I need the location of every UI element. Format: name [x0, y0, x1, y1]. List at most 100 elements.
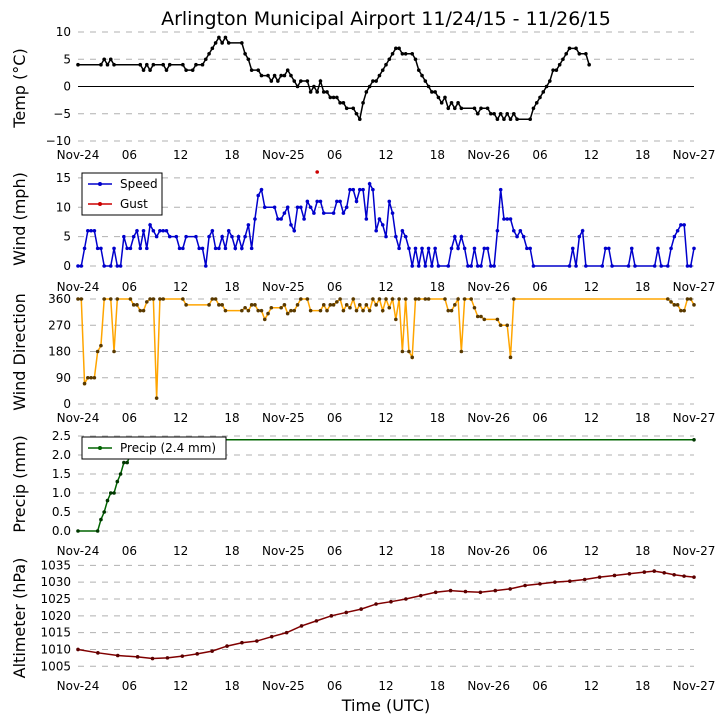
- data-point: [344, 205, 349, 210]
- data-point: [131, 234, 136, 239]
- data-point: [521, 234, 526, 239]
- data-point: [256, 68, 261, 72]
- x-tick-label: Nov-24: [57, 280, 100, 294]
- data-point: [430, 264, 434, 268]
- data-point: [574, 264, 578, 268]
- data-point: [390, 211, 395, 215]
- data-point: [145, 300, 149, 304]
- x-tick-label: 06: [327, 411, 342, 425]
- x-tick-label: 06: [327, 148, 342, 162]
- data-point: [181, 297, 185, 301]
- data-point: [364, 90, 369, 94]
- data-point: [115, 479, 120, 484]
- data-point: [493, 588, 498, 593]
- y-tick-label: 1035: [40, 558, 71, 572]
- x-tick-label: 12: [584, 679, 599, 693]
- data-point: [692, 575, 696, 579]
- data-point: [99, 517, 103, 522]
- data-point: [612, 573, 617, 578]
- x-tick-label: 12: [173, 679, 188, 693]
- data-point: [76, 264, 80, 268]
- data-point: [459, 234, 464, 239]
- series-line-speed: [78, 181, 695, 267]
- data-point: [285, 205, 290, 210]
- data-point: [181, 62, 185, 67]
- data-point: [397, 246, 401, 251]
- data-point: [462, 246, 467, 251]
- y-tick-label: 0: [63, 259, 71, 273]
- data-point: [230, 234, 234, 239]
- data-point: [531, 264, 536, 268]
- data-point: [210, 649, 214, 653]
- x-tick-label: 06: [532, 280, 547, 294]
- data-point: [249, 303, 254, 307]
- x-tick-label: 18: [635, 148, 650, 162]
- data-point: [338, 199, 342, 204]
- data-point: [112, 246, 116, 251]
- data-point: [361, 101, 365, 105]
- chart-title: Arlington Municipal Airport 11/24/15 - 1…: [161, 8, 611, 30]
- data-point: [652, 569, 657, 573]
- data-point: [282, 73, 287, 78]
- data-point: [403, 234, 408, 239]
- data-point: [367, 84, 372, 89]
- data-point: [299, 297, 303, 301]
- data-point: [272, 205, 277, 210]
- data-point: [453, 234, 457, 239]
- data-point: [86, 375, 90, 380]
- data-point: [367, 308, 372, 313]
- data-point: [505, 111, 510, 116]
- data-point: [262, 205, 267, 210]
- data-point: [210, 228, 215, 233]
- data-point: [587, 62, 591, 67]
- data-point: [165, 656, 170, 660]
- data-point: [125, 460, 129, 465]
- data-point: [511, 228, 516, 233]
- data-point: [312, 84, 316, 89]
- data-point: [394, 317, 398, 322]
- y-tick-label: 90: [56, 371, 71, 385]
- data-point: [89, 375, 93, 380]
- data-point: [184, 303, 188, 307]
- data-point: [371, 297, 375, 301]
- data-point: [652, 264, 657, 268]
- data-point: [416, 264, 421, 268]
- data-point: [141, 308, 146, 313]
- y-tick-label: 2.5: [52, 429, 71, 443]
- data-point: [443, 95, 447, 100]
- data-point: [122, 234, 126, 239]
- data-point: [96, 651, 100, 655]
- y-tick-label: 5: [63, 52, 71, 66]
- data-point: [607, 246, 611, 251]
- data-point: [404, 597, 408, 601]
- data-point: [538, 95, 542, 100]
- data-point: [446, 106, 451, 111]
- data-point: [246, 223, 251, 227]
- data-point: [629, 246, 634, 251]
- data-point: [489, 111, 493, 116]
- x-tick-label: Nov-27: [673, 544, 716, 558]
- data-point: [141, 228, 146, 233]
- x-tick-label: 06: [327, 679, 342, 693]
- data-point: [89, 228, 93, 233]
- data-point: [207, 303, 211, 307]
- data-point: [292, 79, 297, 83]
- data-point: [200, 62, 205, 67]
- y-axis-label: Precip (mm): [10, 435, 29, 533]
- data-point: [466, 264, 470, 268]
- data-point: [148, 68, 152, 72]
- x-tick-label: Nov-25: [262, 280, 305, 294]
- data-point: [479, 314, 483, 319]
- data-point: [485, 246, 490, 251]
- data-point: [433, 90, 437, 94]
- data-point: [82, 381, 87, 386]
- data-point: [236, 234, 241, 239]
- data-point: [531, 106, 536, 111]
- data-point: [502, 117, 506, 121]
- y-tick-label: −5: [53, 107, 71, 121]
- data-point: [534, 101, 539, 105]
- data-point: [135, 655, 140, 659]
- data-point: [453, 303, 457, 307]
- data-point: [665, 297, 670, 301]
- data-point: [394, 234, 398, 239]
